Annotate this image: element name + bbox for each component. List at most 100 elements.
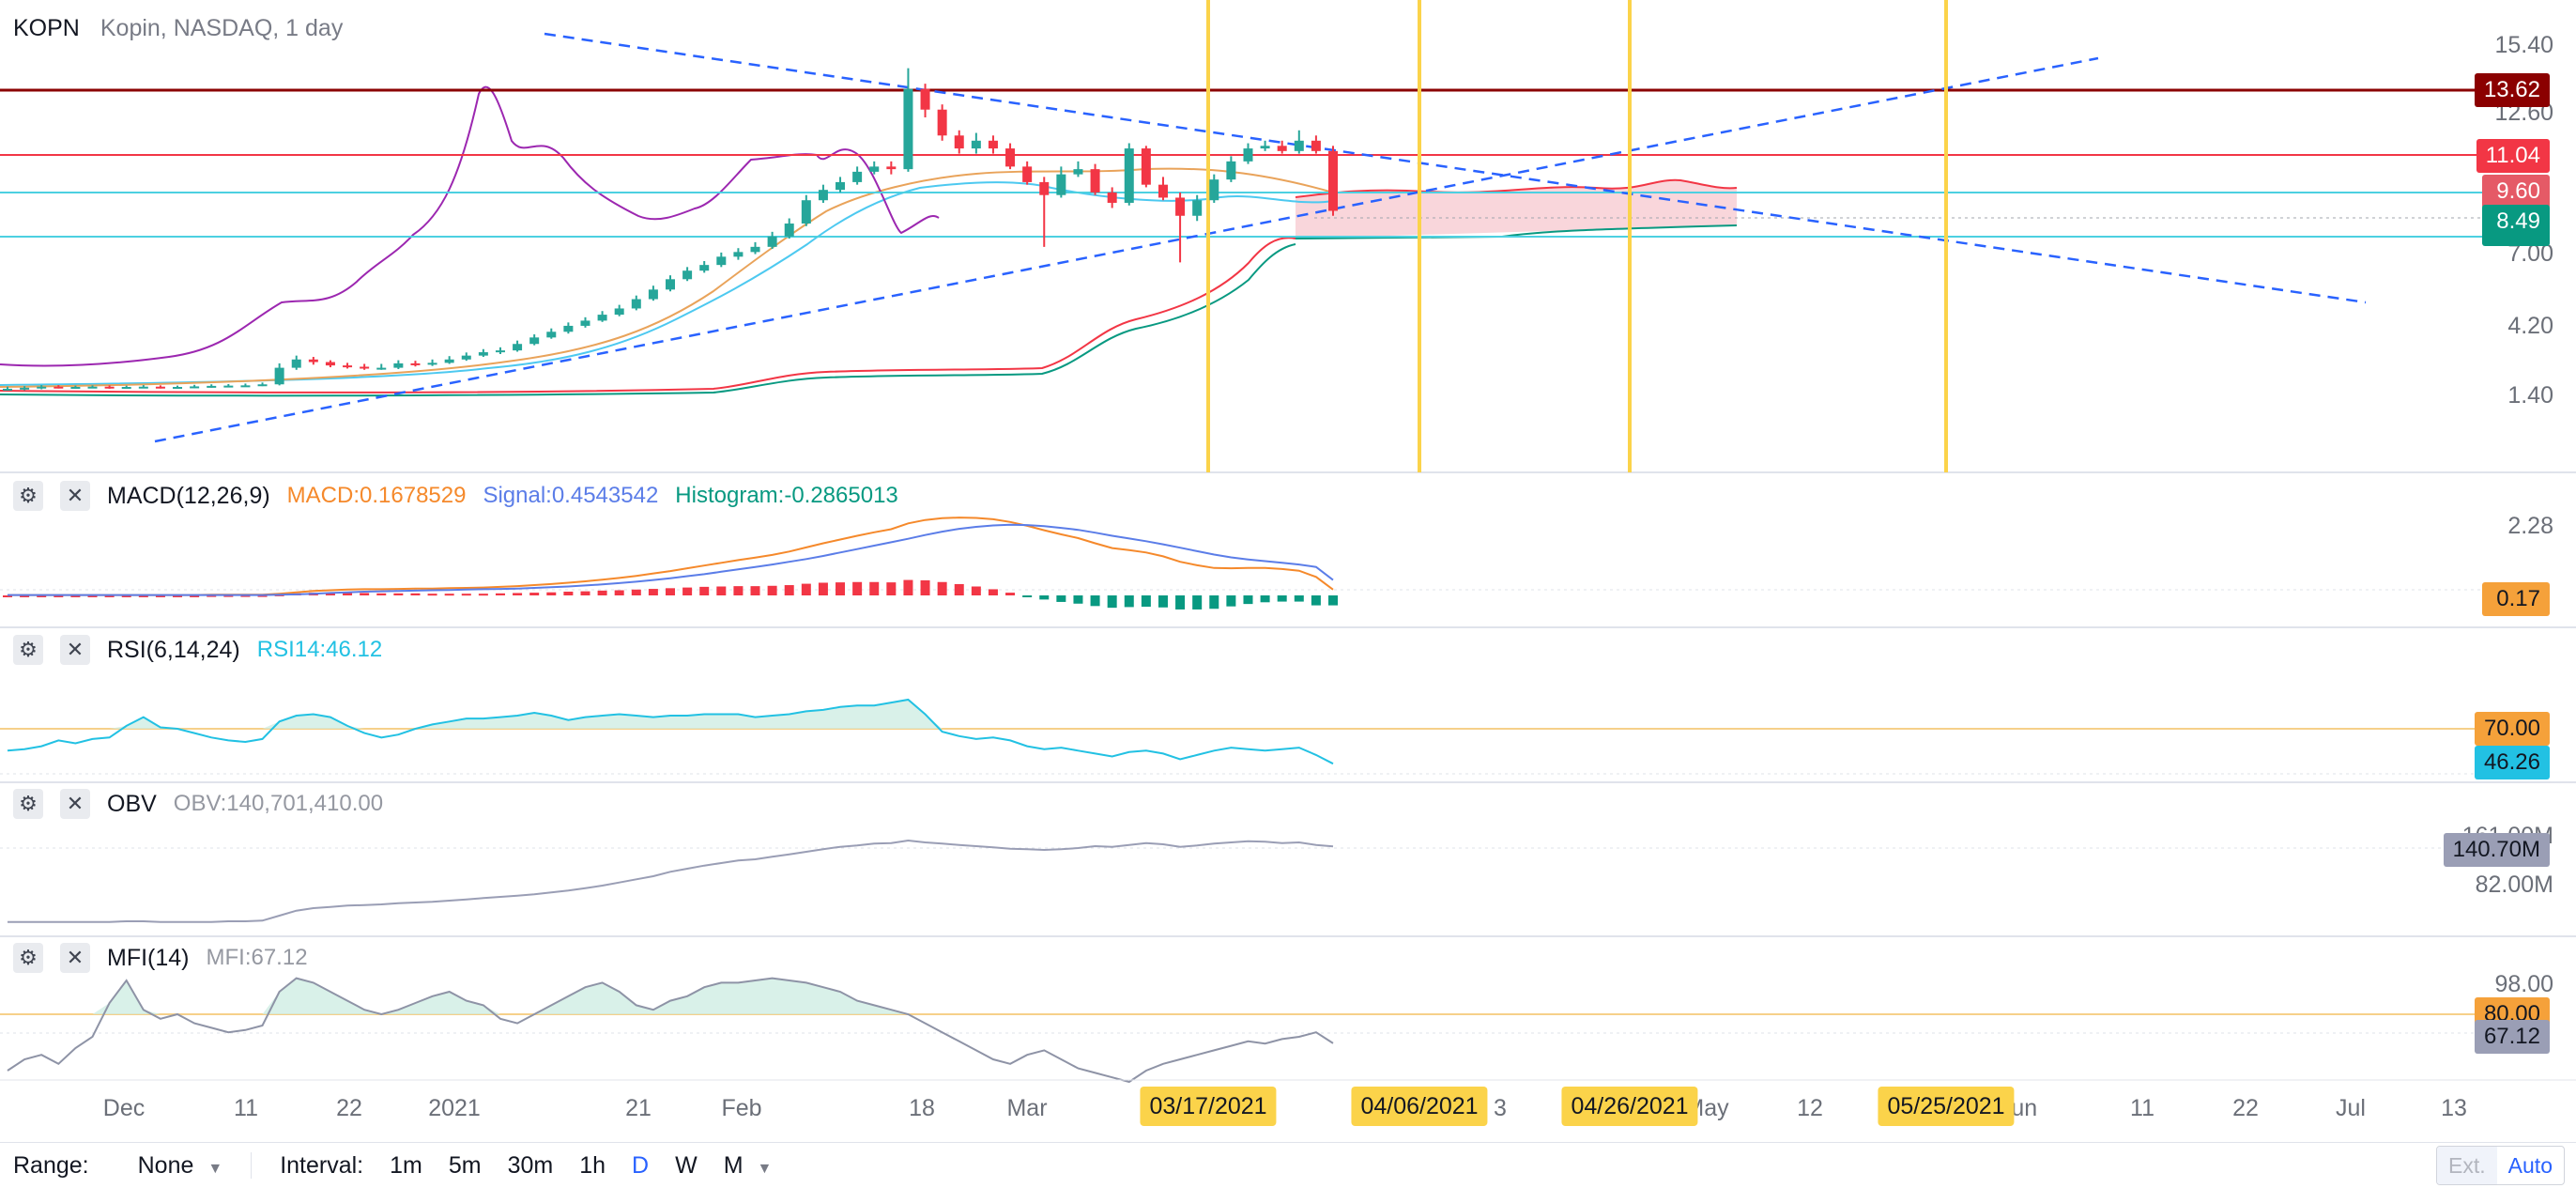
rsi-pane[interactable] [0,698,2488,775]
candle-body[interactable] [580,320,590,326]
interval-5m[interactable]: 5m [448,1151,482,1179]
mfi-title[interactable]: MFI(14) [107,944,190,971]
auto-toggle[interactable]: Auto [2507,1153,2553,1178]
candle-body[interactable] [444,359,454,363]
candle-body[interactable] [1039,181,1050,195]
interval-30m[interactable]: 30m [507,1151,554,1179]
descending-trendline[interactable] [544,32,2367,304]
candle-body[interactable] [563,325,574,332]
candle-body[interactable] [1141,148,1151,185]
candle-body[interactable] [1260,146,1270,149]
candle-body[interactable] [801,200,811,224]
candle-body[interactable] [376,367,387,370]
gear-icon[interactable]: ⚙ [13,789,43,819]
candle-body[interactable] [648,289,658,300]
candle-body[interactable] [597,315,607,321]
candle-body[interactable] [104,386,115,389]
obv-pane[interactable] [0,839,2488,923]
candle-body[interactable] [70,387,81,390]
candle-body[interactable] [325,362,335,366]
candle-body[interactable] [410,363,421,365]
candle-body[interactable] [1056,174,1066,195]
candle-body[interactable] [393,363,404,368]
candle-body[interactable] [138,386,148,389]
rsi-title[interactable]: RSI(6,14,24) [107,636,240,663]
interval-w[interactable]: W [675,1151,698,1179]
gear-icon[interactable]: ⚙ [13,481,43,511]
candle-body[interactable] [988,140,998,149]
candle-body[interactable] [1090,169,1100,193]
candle-body[interactable] [343,365,353,368]
candle-body[interactable] [1243,148,1253,162]
candle-body[interactable] [87,386,98,389]
close-icon[interactable]: ✕ [60,481,90,511]
candle-body[interactable] [1209,179,1219,201]
candle-body[interactable] [699,265,710,271]
candle-body[interactable] [360,366,370,369]
candle-body[interactable] [121,387,131,390]
date-marker-badge[interactable]: 05/25/2021 [1878,1087,2015,1126]
range-dropdown[interactable]: None ▼ [125,1152,237,1180]
candle-body[interactable] [750,246,760,253]
ascending-trendline[interactable] [154,56,2099,443]
date-marker-badge[interactable]: 04/06/2021 [1351,1087,1488,1126]
candle-body[interactable] [920,88,930,110]
candle-body[interactable] [818,190,828,201]
candle-body[interactable] [1124,148,1134,203]
macd-title[interactable]: MACD(12,26,9) [107,482,270,509]
candle-body[interactable] [37,386,47,389]
candle-body[interactable] [666,279,675,290]
macd-pane[interactable] [0,517,2488,609]
candle-body[interactable] [291,359,301,368]
interval-m[interactable]: M ▼ [711,1152,786,1180]
candle-body[interactable] [903,88,913,170]
candle-body[interactable] [478,352,488,356]
gear-icon[interactable]: ⚙ [13,943,43,973]
candle-body[interactable] [1073,169,1083,175]
candle-body[interactable] [784,224,794,237]
candle-body[interactable] [937,109,947,136]
interval-1h[interactable]: 1h [579,1151,606,1179]
candle-body[interactable] [716,256,727,266]
symbol-ticker[interactable]: KOPN [13,14,80,41]
candle-body[interactable] [1175,197,1186,216]
close-icon[interactable]: ✕ [60,943,90,973]
candle-body[interactable] [427,363,437,365]
obv-title[interactable]: OBV [107,790,157,817]
candle-body[interactable] [1311,140,1321,151]
candle-body[interactable] [1022,166,1033,182]
ext-toggle[interactable]: Ext. [2437,1147,2497,1184]
candle-body[interactable] [190,386,200,389]
candle-body[interactable] [173,387,183,390]
candle-body[interactable] [733,252,744,257]
date-marker-badge[interactable]: 03/17/2021 [1140,1087,1277,1126]
candle-body[interactable] [1226,161,1236,180]
interval-1m[interactable]: 1m [390,1151,422,1179]
candle-body[interactable] [223,385,234,388]
candle-body[interactable] [767,236,777,247]
mfi-pane[interactable] [0,977,2488,1084]
candle-body[interactable] [1107,192,1117,203]
candle-body[interactable] [513,344,523,351]
candle-body[interactable] [1277,146,1287,151]
candle-body[interactable] [495,350,505,353]
candle-body[interactable] [240,385,251,388]
candle-body[interactable] [886,166,897,170]
close-icon[interactable]: ✕ [60,635,90,665]
candle-body[interactable] [852,171,863,182]
candle-body[interactable] [971,140,981,149]
gear-icon[interactable]: ⚙ [13,635,43,665]
candlestick-series[interactable] [3,68,1338,391]
date-marker-badge[interactable]: 04/26/2021 [1561,1087,1698,1126]
candle-body[interactable] [614,308,624,316]
candle-body[interactable] [682,270,693,280]
candle-body[interactable] [3,388,12,391]
candle-body[interactable] [207,385,217,388]
candle-body[interactable] [308,359,318,363]
candle-body[interactable] [54,386,64,389]
candle-body[interactable] [836,181,846,191]
candle-body[interactable] [1192,200,1203,216]
close-icon[interactable]: ✕ [60,789,90,819]
candle-body[interactable] [155,386,165,389]
